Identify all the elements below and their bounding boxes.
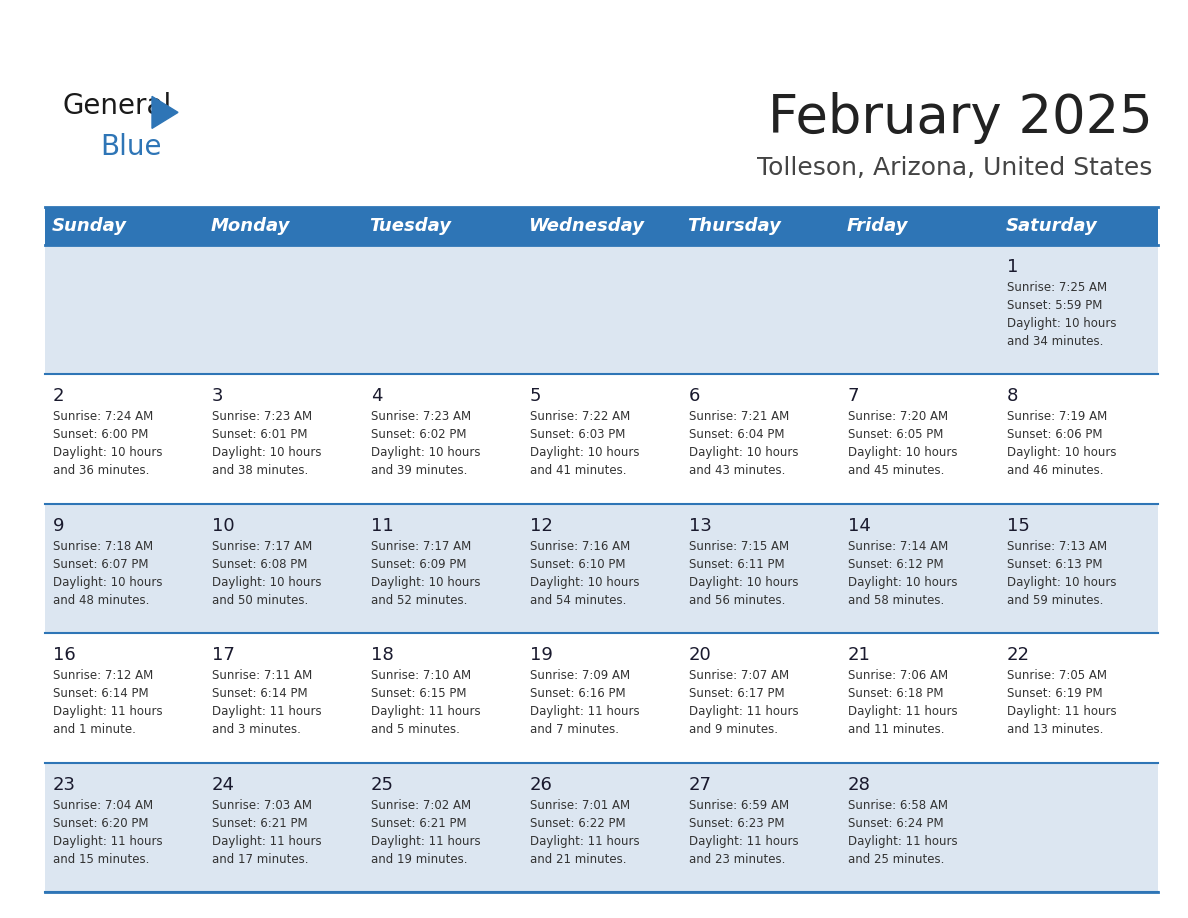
Text: Sunrise: 7:06 AM
Sunset: 6:18 PM
Daylight: 11 hours
and 11 minutes.: Sunrise: 7:06 AM Sunset: 6:18 PM Dayligh…: [848, 669, 958, 736]
Text: 16: 16: [53, 646, 76, 664]
Text: 8: 8: [1007, 387, 1018, 405]
Text: Wednesday: Wednesday: [529, 217, 644, 235]
Text: 10: 10: [211, 517, 234, 534]
Text: Sunrise: 7:25 AM
Sunset: 5:59 PM
Daylight: 10 hours
and 34 minutes.: Sunrise: 7:25 AM Sunset: 5:59 PM Dayligh…: [1007, 281, 1117, 348]
Text: Sunrise: 7:10 AM
Sunset: 6:15 PM
Daylight: 11 hours
and 5 minutes.: Sunrise: 7:10 AM Sunset: 6:15 PM Dayligh…: [371, 669, 481, 736]
Text: Sunrise: 7:11 AM
Sunset: 6:14 PM
Daylight: 11 hours
and 3 minutes.: Sunrise: 7:11 AM Sunset: 6:14 PM Dayligh…: [211, 669, 322, 736]
Text: Sunrise: 7:05 AM
Sunset: 6:19 PM
Daylight: 11 hours
and 13 minutes.: Sunrise: 7:05 AM Sunset: 6:19 PM Dayligh…: [1007, 669, 1117, 736]
Text: Sunrise: 7:23 AM
Sunset: 6:01 PM
Daylight: 10 hours
and 38 minutes.: Sunrise: 7:23 AM Sunset: 6:01 PM Dayligh…: [211, 410, 322, 477]
Text: Sunrise: 7:24 AM
Sunset: 6:00 PM
Daylight: 10 hours
and 36 minutes.: Sunrise: 7:24 AM Sunset: 6:00 PM Dayligh…: [53, 410, 163, 477]
Polygon shape: [152, 96, 178, 129]
Text: Sunrise: 7:07 AM
Sunset: 6:17 PM
Daylight: 11 hours
and 9 minutes.: Sunrise: 7:07 AM Sunset: 6:17 PM Dayligh…: [689, 669, 798, 736]
Text: 28: 28: [848, 776, 871, 794]
Text: 17: 17: [211, 646, 235, 664]
Text: Sunrise: 7:16 AM
Sunset: 6:10 PM
Daylight: 10 hours
and 54 minutes.: Sunrise: 7:16 AM Sunset: 6:10 PM Dayligh…: [530, 540, 639, 607]
Bar: [45, 763, 1158, 892]
Text: Sunrise: 7:03 AM
Sunset: 6:21 PM
Daylight: 11 hours
and 17 minutes.: Sunrise: 7:03 AM Sunset: 6:21 PM Dayligh…: [211, 799, 322, 866]
Text: Sunrise: 7:21 AM
Sunset: 6:04 PM
Daylight: 10 hours
and 43 minutes.: Sunrise: 7:21 AM Sunset: 6:04 PM Dayligh…: [689, 410, 798, 477]
Text: Sunrise: 6:58 AM
Sunset: 6:24 PM
Daylight: 11 hours
and 25 minutes.: Sunrise: 6:58 AM Sunset: 6:24 PM Dayligh…: [848, 799, 958, 866]
Text: 2: 2: [53, 387, 64, 405]
Text: 14: 14: [848, 517, 871, 534]
Text: Monday: Monday: [210, 217, 290, 235]
Text: Sunrise: 7:20 AM
Sunset: 6:05 PM
Daylight: 10 hours
and 45 minutes.: Sunrise: 7:20 AM Sunset: 6:05 PM Dayligh…: [848, 410, 958, 477]
Text: 22: 22: [1007, 646, 1030, 664]
Text: 11: 11: [371, 517, 393, 534]
Text: Sunrise: 7:17 AM
Sunset: 6:09 PM
Daylight: 10 hours
and 52 minutes.: Sunrise: 7:17 AM Sunset: 6:09 PM Dayligh…: [371, 540, 480, 607]
Text: Sunrise: 7:13 AM
Sunset: 6:13 PM
Daylight: 10 hours
and 59 minutes.: Sunrise: 7:13 AM Sunset: 6:13 PM Dayligh…: [1007, 540, 1117, 607]
Text: 15: 15: [1007, 517, 1030, 534]
Text: 25: 25: [371, 776, 394, 794]
Text: 5: 5: [530, 387, 542, 405]
Text: Sunrise: 7:14 AM
Sunset: 6:12 PM
Daylight: 10 hours
and 58 minutes.: Sunrise: 7:14 AM Sunset: 6:12 PM Dayligh…: [848, 540, 958, 607]
Text: Sunrise: 7:22 AM
Sunset: 6:03 PM
Daylight: 10 hours
and 41 minutes.: Sunrise: 7:22 AM Sunset: 6:03 PM Dayligh…: [530, 410, 639, 477]
Text: Sunrise: 7:17 AM
Sunset: 6:08 PM
Daylight: 10 hours
and 50 minutes.: Sunrise: 7:17 AM Sunset: 6:08 PM Dayligh…: [211, 540, 322, 607]
Text: 26: 26: [530, 776, 552, 794]
Text: Sunrise: 7:18 AM
Sunset: 6:07 PM
Daylight: 10 hours
and 48 minutes.: Sunrise: 7:18 AM Sunset: 6:07 PM Dayligh…: [53, 540, 163, 607]
Text: 24: 24: [211, 776, 235, 794]
Text: Sunrise: 7:23 AM
Sunset: 6:02 PM
Daylight: 10 hours
and 39 minutes.: Sunrise: 7:23 AM Sunset: 6:02 PM Dayligh…: [371, 410, 480, 477]
Text: 21: 21: [848, 646, 871, 664]
Text: Sunrise: 7:04 AM
Sunset: 6:20 PM
Daylight: 11 hours
and 15 minutes.: Sunrise: 7:04 AM Sunset: 6:20 PM Dayligh…: [53, 799, 163, 866]
Text: Tolleson, Arizona, United States: Tolleson, Arizona, United States: [757, 156, 1152, 180]
Text: 3: 3: [211, 387, 223, 405]
Text: Sunrise: 7:09 AM
Sunset: 6:16 PM
Daylight: 11 hours
and 7 minutes.: Sunrise: 7:09 AM Sunset: 6:16 PM Dayligh…: [530, 669, 639, 736]
Bar: [45, 207, 1158, 244]
Text: 20: 20: [689, 646, 712, 664]
Text: 1: 1: [1007, 258, 1018, 275]
Text: Thursday: Thursday: [688, 217, 782, 235]
Text: February 2025: February 2025: [767, 92, 1152, 144]
Text: 27: 27: [689, 776, 712, 794]
Text: 12: 12: [530, 517, 552, 534]
Bar: [45, 244, 1158, 375]
Text: 18: 18: [371, 646, 393, 664]
Text: 4: 4: [371, 387, 383, 405]
Text: 7: 7: [848, 387, 859, 405]
Bar: [45, 504, 1158, 633]
Text: Sunrise: 7:19 AM
Sunset: 6:06 PM
Daylight: 10 hours
and 46 minutes.: Sunrise: 7:19 AM Sunset: 6:06 PM Dayligh…: [1007, 410, 1117, 477]
Text: Blue: Blue: [100, 133, 162, 162]
Text: Sunrise: 7:12 AM
Sunset: 6:14 PM
Daylight: 11 hours
and 1 minute.: Sunrise: 7:12 AM Sunset: 6:14 PM Dayligh…: [53, 669, 163, 736]
Text: Saturday: Saturday: [1005, 217, 1097, 235]
Text: 9: 9: [53, 517, 64, 534]
Text: Tuesday: Tuesday: [369, 217, 451, 235]
Text: 19: 19: [530, 646, 552, 664]
Bar: [45, 633, 1158, 763]
Text: 6: 6: [689, 387, 700, 405]
Text: Sunrise: 7:15 AM
Sunset: 6:11 PM
Daylight: 10 hours
and 56 minutes.: Sunrise: 7:15 AM Sunset: 6:11 PM Dayligh…: [689, 540, 798, 607]
Text: Sunrise: 6:59 AM
Sunset: 6:23 PM
Daylight: 11 hours
and 23 minutes.: Sunrise: 6:59 AM Sunset: 6:23 PM Dayligh…: [689, 799, 798, 866]
Text: Friday: Friday: [846, 217, 908, 235]
Text: Sunrise: 7:01 AM
Sunset: 6:22 PM
Daylight: 11 hours
and 21 minutes.: Sunrise: 7:01 AM Sunset: 6:22 PM Dayligh…: [530, 799, 639, 866]
Text: 13: 13: [689, 517, 712, 534]
Text: Sunday: Sunday: [51, 217, 126, 235]
Text: General: General: [62, 92, 171, 120]
Text: 23: 23: [53, 776, 76, 794]
Text: Sunrise: 7:02 AM
Sunset: 6:21 PM
Daylight: 11 hours
and 19 minutes.: Sunrise: 7:02 AM Sunset: 6:21 PM Dayligh…: [371, 799, 481, 866]
Bar: [45, 375, 1158, 504]
